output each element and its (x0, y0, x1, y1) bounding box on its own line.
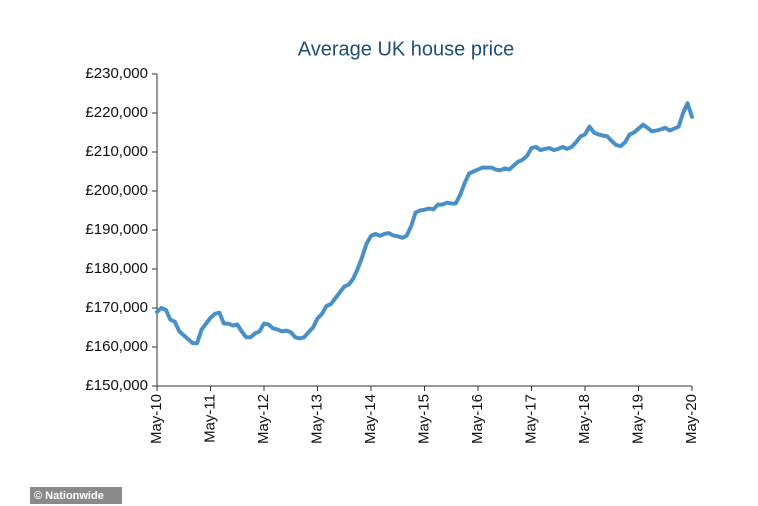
source: © Nationwide (34, 490, 104, 502)
y-tick-label: £150,000 (85, 377, 148, 394)
x-tick-label: May-14 (362, 394, 379, 444)
chart-title: Average UK house price (298, 38, 514, 60)
x-tick-label: May-19 (629, 394, 646, 444)
x-tick-label: May-10 (148, 394, 165, 444)
y-tick-label: £170,000 (85, 299, 148, 316)
x-tick-label: May-16 (469, 394, 486, 444)
y-tick-label: £200,000 (85, 182, 148, 199)
x-tick-label: May-17 (522, 394, 539, 444)
y-tick-label: £210,000 (85, 143, 148, 160)
x-tick-label: May-15 (415, 394, 432, 444)
y-tick-label: £230,000 (85, 65, 148, 82)
source-box (30, 487, 122, 504)
x-tick-label: May-12 (255, 394, 272, 444)
y-tick-label: £220,000 (85, 104, 148, 121)
x-tick-label: May-18 (576, 394, 593, 444)
y-tick-label: £180,000 (85, 260, 148, 277)
x-tick-label: May-13 (308, 394, 325, 444)
y-tick-label: £190,000 (85, 221, 148, 238)
line-series (155, 101, 694, 346)
y-tick-label: £160,000 (85, 338, 148, 355)
x-tick-label: May-11 (201, 394, 218, 443)
x-tick-label: May-20 (683, 394, 700, 444)
